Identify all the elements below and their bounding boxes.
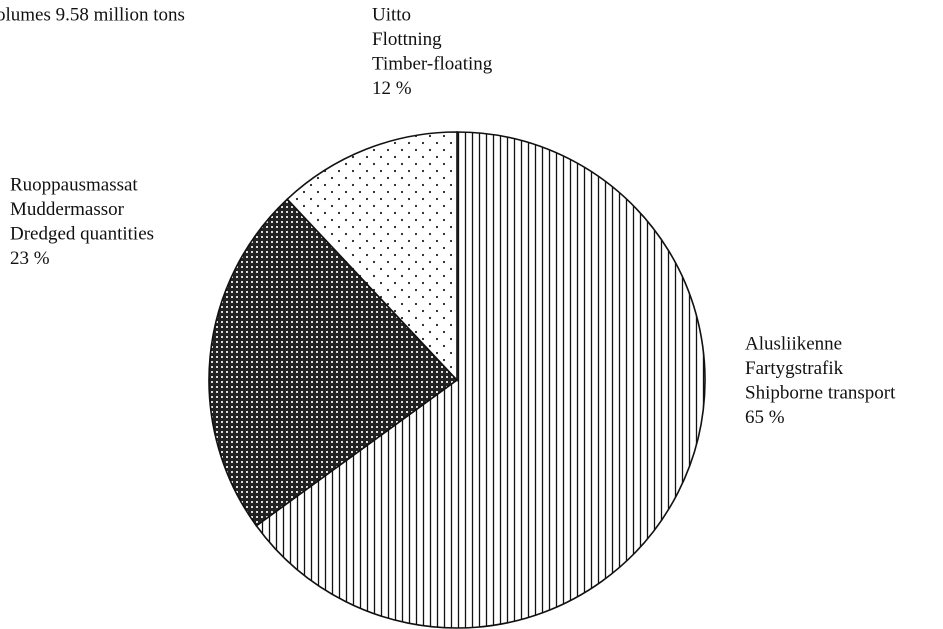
slice-value-label: 23 % [10,248,50,269]
slice-label: Fartygstrafik [745,358,844,379]
slice-label: Alusliikenne [745,333,842,354]
slice-label: Shipborne transport [745,382,896,403]
slice-label: Ruoppausmassat [10,174,138,195]
slice-label: Dredged quantities [10,223,154,244]
slice-value-label: 65 % [745,407,785,428]
slice-label: Muddermassor [10,199,125,220]
pie-slice [286,131,458,383]
chart-title: olumes 9.58 million tons [0,4,185,25]
slice-value-label: 12 % [372,78,412,99]
pie-slice [208,198,459,527]
pie-slice [255,131,706,629]
slice-label: Flottning [372,29,442,50]
slice-label: Uitto [372,4,411,25]
slice-label: Timber-floating [372,53,493,74]
